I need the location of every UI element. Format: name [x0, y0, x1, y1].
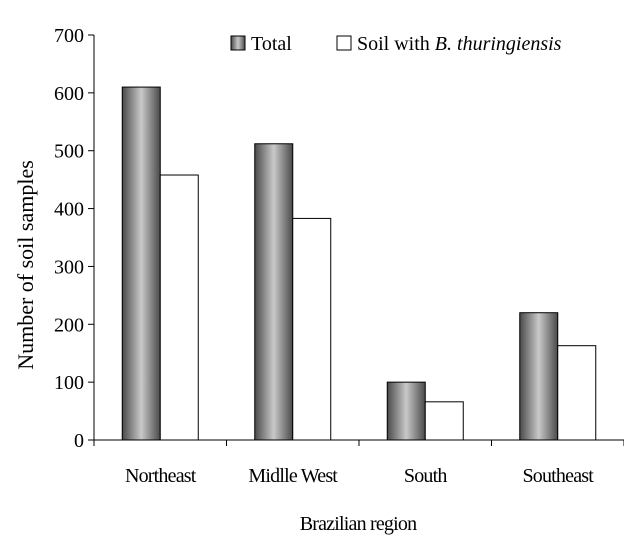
bar-total: [254, 143, 294, 441]
y-tick-label: 500: [54, 141, 84, 163]
bar-soil-bt: [292, 217, 332, 441]
x-tick-label: Midlle West: [248, 465, 338, 487]
x-axis-title: Brazilian region: [300, 513, 417, 535]
x-tick-label: Northeast: [125, 465, 197, 487]
x-tick-label: South: [404, 465, 447, 487]
legend-label-total: Total: [251, 33, 292, 55]
legend-label-soil-bt-italic: B. thuringiensis: [435, 33, 562, 55]
y-tick-label: 600: [54, 83, 84, 105]
y-ticks: 0 100 200 300 400 500 600 700: [54, 25, 94, 452]
legend: Total Soil with B. thuringiensis: [230, 33, 562, 55]
legend-label-soil-bt: Soil with B. thuringiensis: [357, 33, 562, 55]
x-ticks: Northeast Midlle West South Southeast: [93, 440, 624, 487]
y-axis-title: Number of soil samples: [13, 160, 38, 370]
bar-soil-bt: [557, 345, 597, 441]
legend-label-soil-bt-plain: Soil with: [357, 33, 435, 55]
y-tick-label: 0: [74, 430, 84, 452]
y-tick-label: 400: [54, 199, 84, 221]
bar-soil-bt: [159, 174, 199, 441]
y-tick-label: 300: [54, 256, 84, 278]
y-tick-label: 100: [54, 372, 84, 394]
y-tick-label: 200: [54, 314, 84, 336]
y-tick-label: 700: [54, 25, 84, 47]
bar-soil-bt: [424, 401, 464, 441]
bar-total: [386, 381, 426, 441]
legend-swatch-total: [230, 35, 246, 51]
legend-swatch-soil-bt: [336, 35, 352, 51]
bar-total: [121, 86, 161, 441]
bars-group: [121, 86, 597, 441]
bar-total: [519, 312, 559, 441]
x-tick-label: Southeast: [522, 465, 594, 487]
